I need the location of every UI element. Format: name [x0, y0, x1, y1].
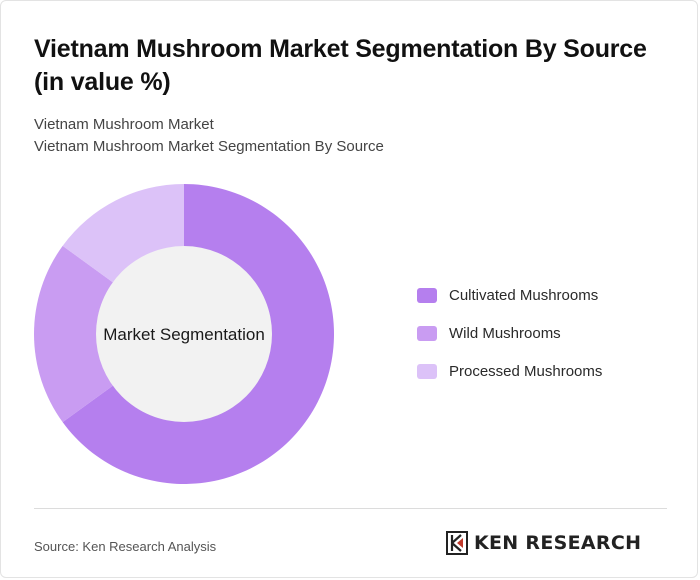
donut-center-label: Market Segmentation — [103, 325, 265, 344]
legend-label-cultivated-mushrooms: Cultivated Mushrooms — [449, 286, 599, 304]
donut-hole — [96, 246, 272, 422]
legend-item-processed-mushrooms: Processed Mushrooms — [417, 361, 602, 381]
donut-chart: Market Segmentation — [33, 184, 334, 485]
legend-swatch-processed-mushrooms — [417, 363, 437, 379]
ken-research-logo-mark — [446, 531, 468, 555]
chart-subtitles: Vietnam Mushroom Market Vietnam Mushroom… — [34, 114, 674, 158]
subtitle-market: Vietnam Mushroom Market — [34, 116, 214, 133]
subtitle-segmentation: Vietnam Mushroom Market Segmentation By … — [34, 138, 384, 155]
ken-research-logo-text: KEN RESEARCH — [474, 532, 642, 554]
legend-label-processed-mushrooms: Processed Mushrooms — [449, 362, 603, 380]
legend-item-cultivated-mushrooms: Cultivated Mushrooms — [417, 285, 602, 305]
legend-swatch-wild-mushrooms — [417, 325, 437, 341]
chart-legend: Cultivated Mushrooms Wild Mushrooms Proces… — [417, 285, 602, 399]
source-note: Source: Ken Research Analysis — [34, 539, 217, 554]
chart-title: Vietnam Mushroom Market Segmentation By … — [34, 35, 647, 96]
ken-research-logo: KEN RESEARCH — [446, 531, 641, 555]
legend-label-wild-mushrooms: Wild Mushrooms — [449, 324, 561, 342]
footer-divider — [34, 508, 667, 509]
legend-swatch-cultivated-mushrooms — [417, 287, 437, 303]
legend-item-wild-mushrooms: Wild Mushrooms — [417, 323, 602, 343]
